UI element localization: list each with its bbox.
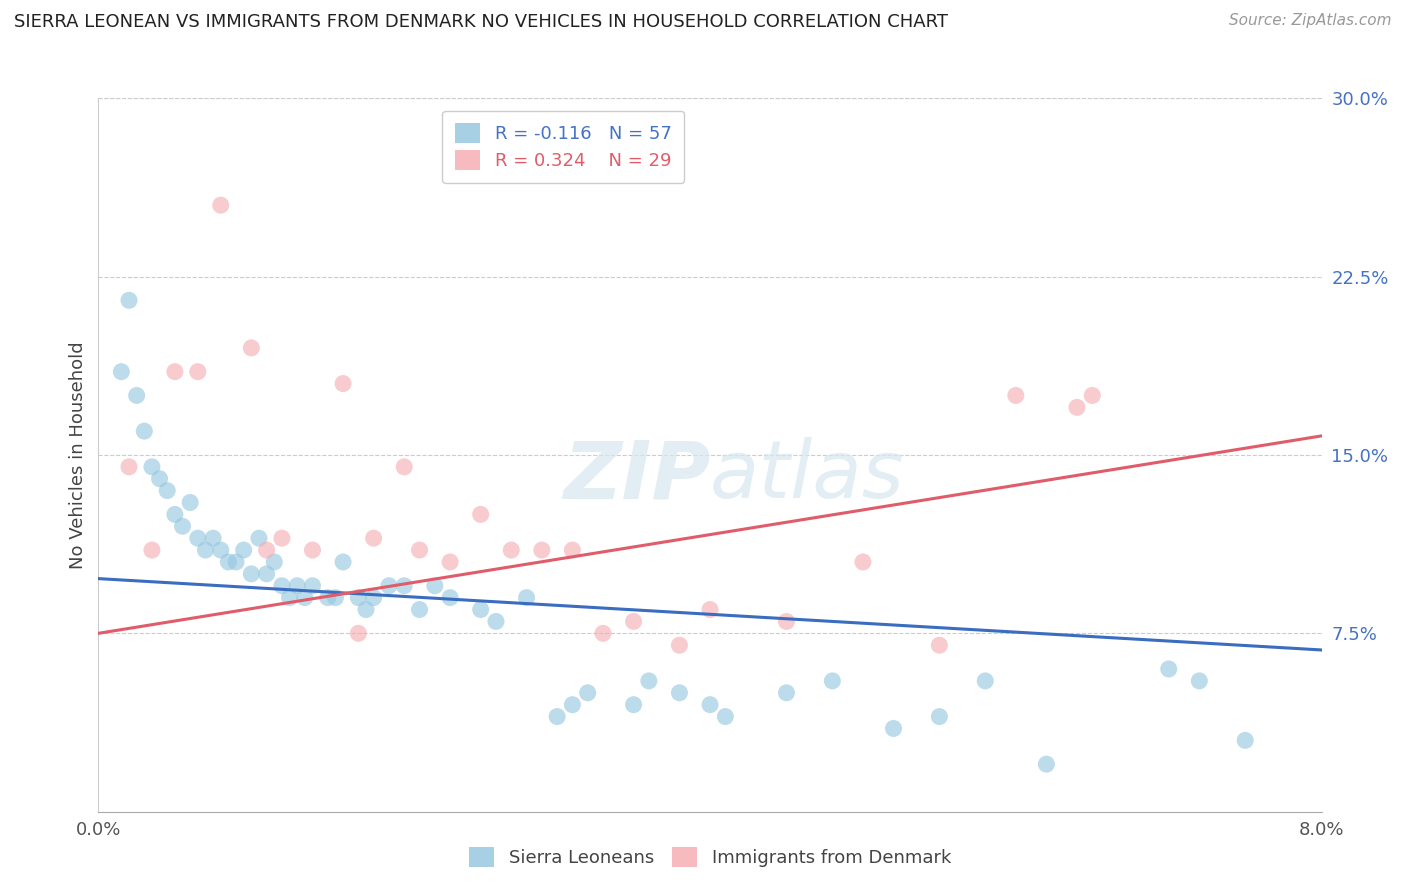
Point [301,543,323,558]
Point [638,673,661,688]
Point [1081,388,1104,402]
Text: ZIP: ZIP [562,437,710,516]
Point [141,459,163,474]
Point [592,626,614,640]
Point [163,508,186,522]
Text: atlas: atlas [710,437,905,516]
Point [240,341,263,355]
Point [1234,733,1257,747]
Point [332,376,354,391]
Point [852,555,875,569]
Point [623,698,645,712]
Point [285,579,308,593]
Point [392,459,416,474]
Point [347,591,370,605]
Point [325,591,347,605]
Point [209,198,232,212]
Point [974,673,997,688]
Point [294,591,316,605]
Point [378,579,401,593]
Point [392,579,416,593]
Point [363,591,385,605]
Point [179,495,201,509]
Point [1035,757,1057,772]
Point [270,531,294,545]
Point [775,615,797,629]
Point [110,365,132,379]
Point [439,555,461,569]
Point [118,293,141,308]
Point [470,508,492,522]
Point [232,543,254,558]
Point [714,709,737,723]
Point [699,698,721,712]
Point [301,579,323,593]
Point [270,579,294,593]
Point [118,459,141,474]
Point [156,483,179,498]
Point [530,543,553,558]
Point [172,519,194,533]
Point [423,579,446,593]
Point [1157,662,1180,676]
Point [699,602,721,616]
Point [141,543,163,558]
Point [408,543,430,558]
Point [194,543,217,558]
Point [470,602,492,616]
Point [1004,388,1026,402]
Point [256,566,278,581]
Point [775,686,797,700]
Legend: Sierra Leoneans, Immigrants from Denmark: Sierra Leoneans, Immigrants from Denmark [461,839,959,874]
Point [149,472,172,486]
Text: SIERRA LEONEAN VS IMMIGRANTS FROM DENMARK NO VEHICLES IN HOUSEHOLD CORRELATION C: SIERRA LEONEAN VS IMMIGRANTS FROM DENMAR… [14,13,948,31]
Point [821,673,844,688]
Point [1188,673,1211,688]
Text: Source: ZipAtlas.com: Source: ZipAtlas.com [1229,13,1392,29]
Point [125,388,148,402]
Point [316,591,339,605]
Point [247,531,270,545]
Point [187,531,209,545]
Point [332,555,354,569]
Point [240,566,263,581]
Point [546,709,568,723]
Point [363,531,385,545]
Point [928,709,950,723]
Point [202,531,225,545]
Point [256,543,278,558]
Point [217,555,239,569]
Point [576,686,599,700]
Point [278,591,301,605]
Point [439,591,461,605]
Point [561,698,583,712]
Point [408,602,430,616]
Point [501,543,523,558]
Point [354,602,377,616]
Point [187,365,209,379]
Point [668,638,690,652]
Point [515,591,537,605]
Point [347,626,370,640]
Point [263,555,285,569]
Point [928,638,950,652]
Point [209,543,232,558]
Point [668,686,690,700]
Point [1066,401,1088,415]
Y-axis label: No Vehicles in Household: No Vehicles in Household [69,341,87,569]
Point [485,615,508,629]
Point [561,543,583,558]
Point [623,615,645,629]
Point [134,424,156,438]
Point [225,555,247,569]
Point [163,365,186,379]
Point [883,722,905,736]
